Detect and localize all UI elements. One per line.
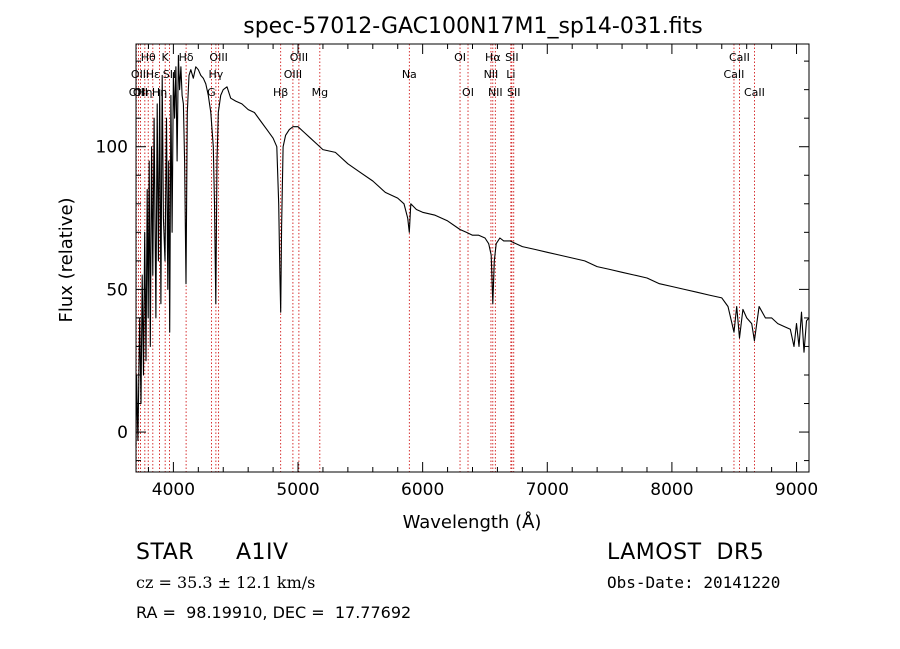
x-axis: 4000 5000 6000 7000 8000 9000	[147, 44, 818, 500]
object-type: STAR	[136, 540, 195, 565]
line-marker-label: Hη	[137, 86, 152, 99]
x-tick-label: 4000	[152, 480, 195, 500]
line-marker-label: SII	[505, 51, 518, 64]
line-marker-label: Mg	[312, 86, 328, 99]
survey-name: LAMOST DR5	[607, 540, 765, 565]
line-marker-labels: OIIOIIOIIHηHθHεHηKSIIHδGHγOIIIHβOIIIOIII…	[129, 51, 765, 99]
x-tick-label: 6000	[401, 480, 444, 500]
x-tick-label: 9000	[775, 480, 818, 500]
line-marker-label: CaII	[744, 86, 765, 99]
plot-frame	[135, 43, 810, 473]
spectrum-line	[135, 54, 810, 447]
line-marker-label: OI	[462, 86, 474, 99]
line-marker-label: OII	[131, 68, 146, 81]
line-marker-label: Hδ	[179, 51, 194, 64]
line-marker-label: Hγ	[208, 68, 223, 81]
line-marker-label: NII	[488, 86, 503, 99]
sky-coordinates: RA = 98.19910, DEC = 17.77692	[136, 603, 412, 622]
line-marker-label: NII	[484, 68, 499, 81]
line-marker-label: OIII	[284, 68, 302, 81]
line-marker-label: OIII	[209, 51, 227, 64]
line-marker-label: OIII	[290, 51, 308, 64]
redshift-velocity: cz = 35.3 ± 12.1 km/s	[136, 573, 316, 592]
x-tick-label: 5000	[276, 480, 319, 500]
observation-date: Obs-Date: 20141220	[607, 573, 781, 592]
line-marker-label: SII	[507, 86, 520, 99]
line-marker-label: G	[207, 86, 216, 99]
spectral-class: A1IV	[236, 540, 289, 565]
line-marker-label: Li	[506, 68, 515, 81]
y-tick-label: 100	[96, 138, 128, 158]
x-tick-label: 8000	[650, 480, 693, 500]
line-marker-label: K	[162, 51, 170, 64]
y-axis: 0 50 100	[96, 60, 809, 462]
y-tick-label: 50	[106, 280, 128, 300]
line-marker-label: Hα	[485, 51, 501, 64]
line-marker-label: Hε	[146, 68, 160, 81]
line-marker-label: Hθ	[141, 51, 156, 64]
x-axis-label: Wavelength (Å)	[403, 511, 542, 533]
line-marker-label: SII	[163, 68, 176, 81]
chart-title: spec-57012-GAC100N17M1_sp14-031.fits	[243, 14, 703, 39]
line-marker-label: OI	[454, 51, 466, 64]
line-marker-label: CaII	[729, 51, 750, 64]
line-marker-label: Hβ	[273, 86, 288, 99]
line-marker-label: Na	[402, 68, 417, 81]
y-axis-label: Flux (relative)	[56, 197, 77, 322]
x-tick-label: 7000	[526, 480, 569, 500]
line-marker-label: CaII	[724, 68, 745, 81]
y-tick-label: 0	[117, 423, 128, 443]
line-markers	[135, 44, 755, 472]
spectrum-series	[135, 54, 810, 447]
